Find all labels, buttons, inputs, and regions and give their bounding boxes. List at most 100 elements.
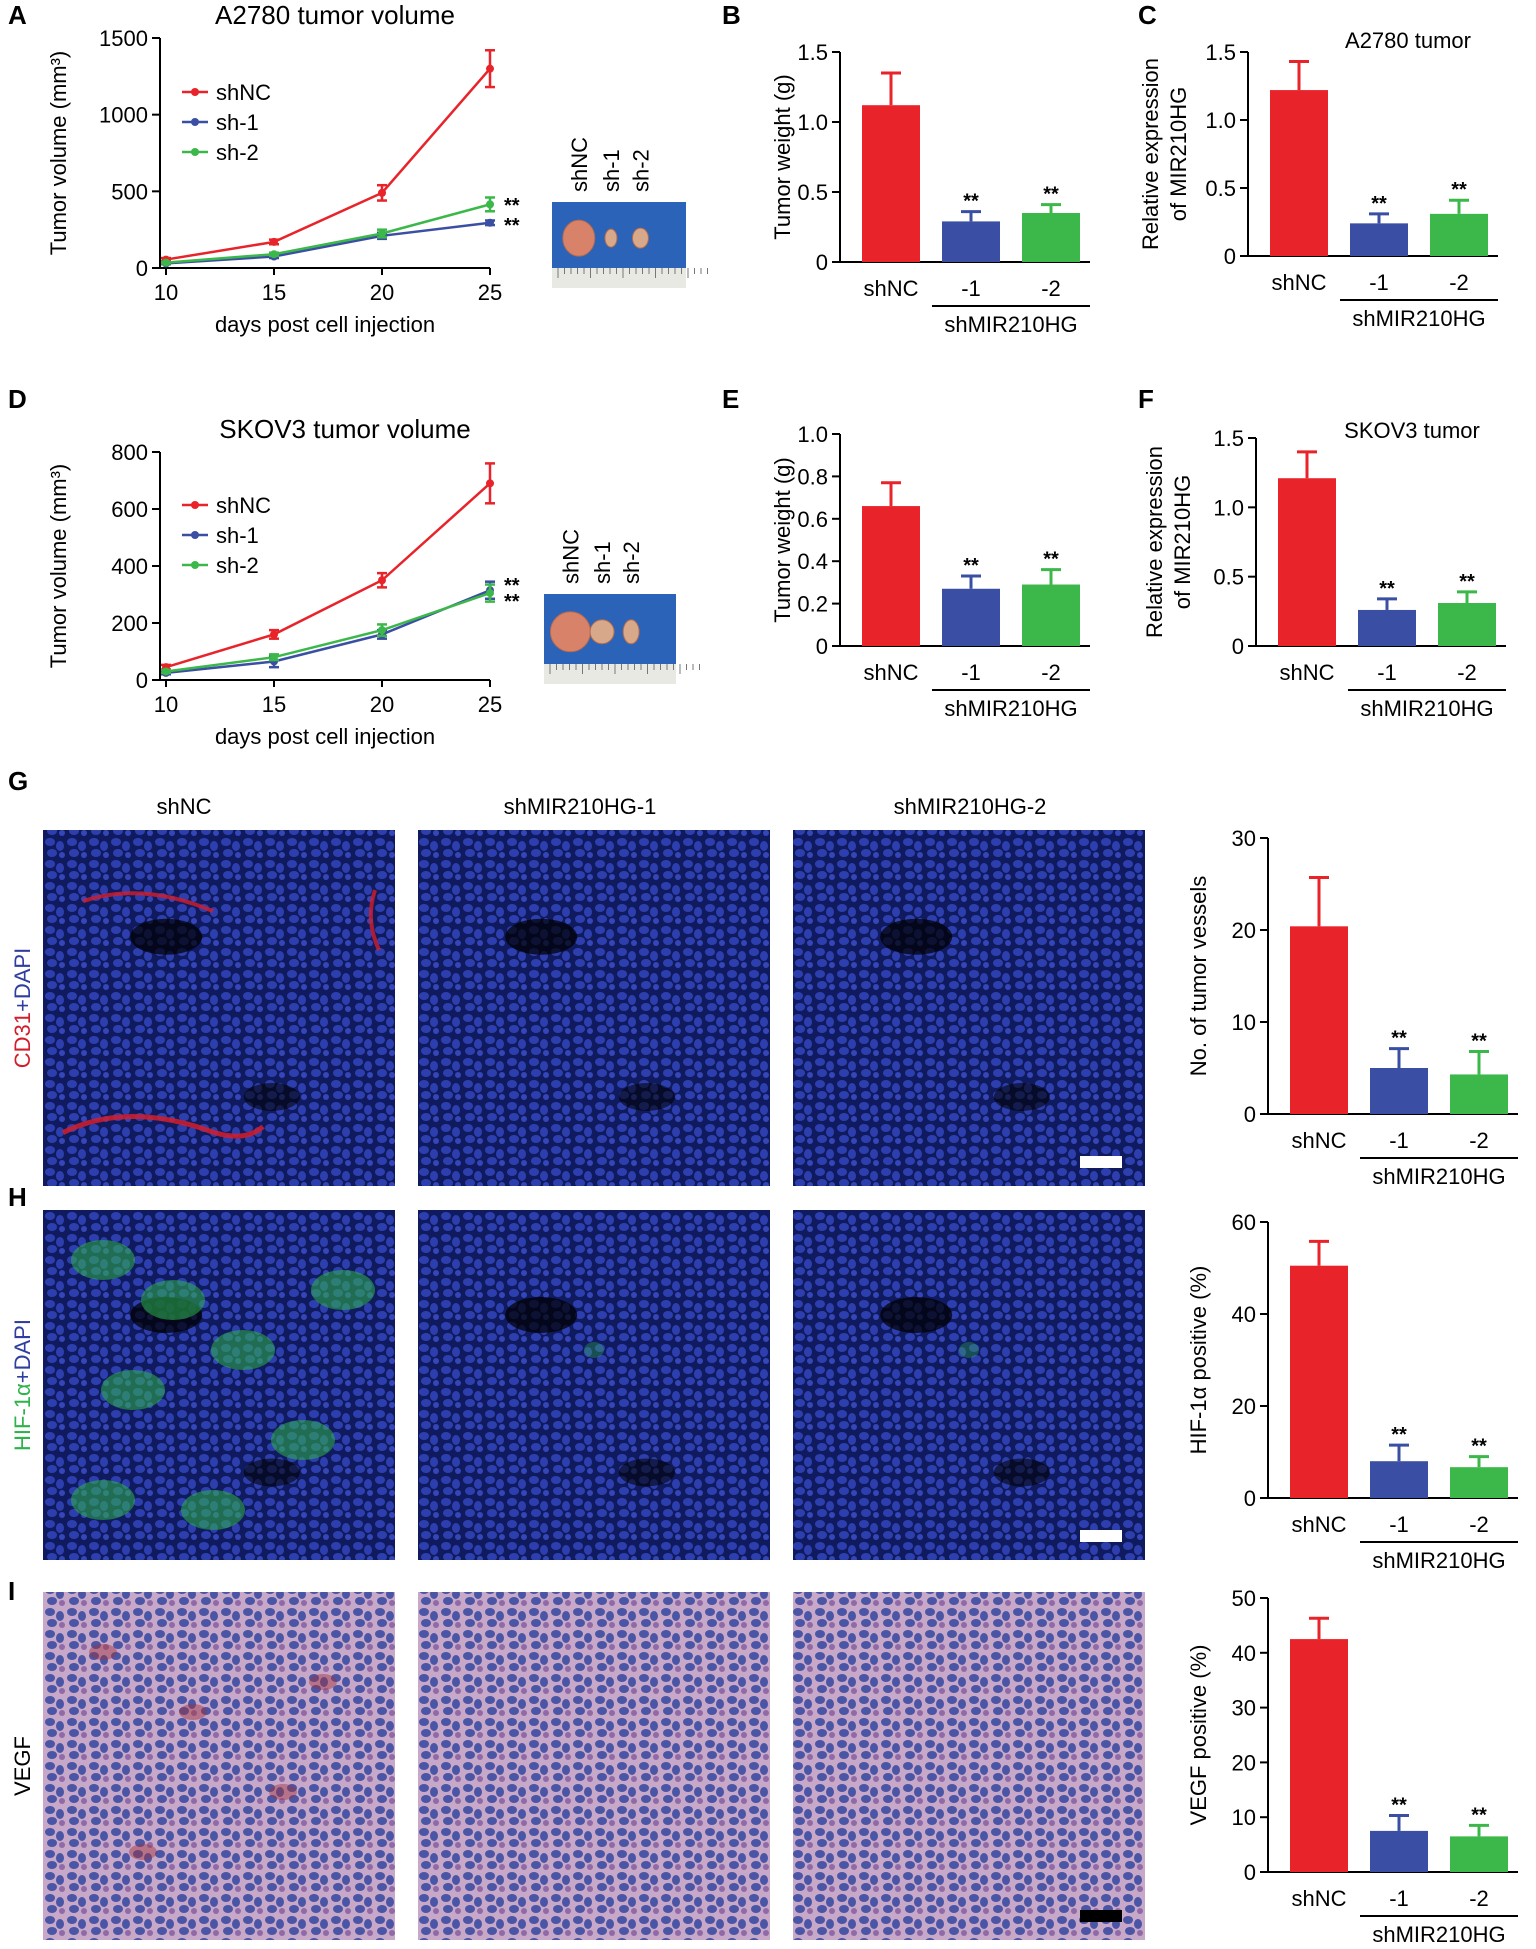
micrograph-texture <box>793 830 1145 1186</box>
y-tick-label: 0 <box>1244 1860 1256 1885</box>
hif-positive-cluster <box>311 1270 375 1310</box>
data-point-shNC <box>486 479 494 488</box>
tumor-label: shNC <box>567 137 592 192</box>
tumor-label: sh-2 <box>628 149 653 192</box>
micrograph-texture <box>793 1592 1145 1940</box>
row-label-part: +DAPI <box>10 948 35 1012</box>
ruler <box>552 268 686 288</box>
micrograph-G-1 <box>43 830 395 1186</box>
significance-marker: ** <box>1471 1436 1487 1458</box>
y-tick-label: 1.5 <box>797 40 828 65</box>
data-point-shNC <box>270 630 278 639</box>
bar-shNC <box>1278 478 1336 646</box>
micrograph-H-1 <box>43 1210 395 1560</box>
significance-marker: ** <box>504 591 520 613</box>
row-label-part: +DAPI <box>10 1319 35 1383</box>
y-tick-label: 60 <box>1232 1210 1256 1235</box>
y-tick-label: 0 <box>1224 244 1236 269</box>
dark-void <box>618 1458 675 1487</box>
panel-letter-B: B <box>722 0 741 30</box>
y-tick-label: 0.5 <box>1205 176 1236 201</box>
row-label-I: VEGF <box>10 1736 35 1796</box>
category-label: -1 <box>1377 660 1397 685</box>
y-tick-label: 0.4 <box>797 549 828 574</box>
hif-positive-cluster <box>211 1330 275 1370</box>
y-axis-label: of MIR210HG <box>1166 87 1191 222</box>
group-label: shMIR210HG <box>1372 1548 1505 1573</box>
significance-marker: ** <box>504 195 520 217</box>
cd31-vessel <box>61 1114 265 1139</box>
significance-marker: ** <box>1043 549 1059 571</box>
row-label-part: HIF-1α <box>10 1383 35 1451</box>
x-tick-label: 25 <box>478 280 502 305</box>
category-label: -2 <box>1449 270 1469 295</box>
line-chart-A: 0 500 1000 1500 10 15 20 25 days post cell injec… <box>46 0 520 337</box>
bar-chart-B: 0 0.5 1.0 1.5 shNC -1 ** -2 ** shMIR210HG Tumor we… <box>770 40 1090 337</box>
dark-void <box>993 1083 1050 1111</box>
category-label: shNC <box>1291 1886 1346 1911</box>
data-point-sh-2 <box>378 626 386 635</box>
chart-title: SKOV3 tumor volume <box>219 414 470 444</box>
y-tick-label: 200 <box>111 611 148 636</box>
dark-void <box>993 1458 1050 1487</box>
legend-marker <box>191 148 199 156</box>
micrograph-H-3 <box>793 1210 1145 1560</box>
significance-marker: ** <box>1391 1028 1407 1050</box>
y-tick-label: 40 <box>1232 1641 1256 1666</box>
y-tick-label: 0 <box>816 250 828 275</box>
tumor-label: sh-2 <box>619 541 644 584</box>
micrograph-G-2 <box>418 830 770 1186</box>
bar--2 <box>1450 1467 1508 1498</box>
row-label-part: VEGF <box>10 1736 35 1796</box>
data-point-sh-2 <box>162 667 170 676</box>
bar-chart-C: 0 0.5 1.0 1.5 shNC -1 ** -2 ** shMIR210HG Relative… <box>1138 28 1498 331</box>
panel-letter-G: G <box>8 766 28 796</box>
legend-label: sh-2 <box>216 140 259 165</box>
micrograph-texture <box>43 1592 395 1940</box>
data-point-sh-2 <box>486 589 494 598</box>
vegf-stain <box>309 1674 337 1690</box>
y-tick-label: 1.0 <box>797 422 828 447</box>
legend-label: sh-1 <box>216 523 259 548</box>
panel-letter-D: D <box>8 384 27 414</box>
y-tick-label: 1.5 <box>1213 426 1244 451</box>
category-label: -1 <box>961 276 981 301</box>
y-tick-label: 600 <box>111 497 148 522</box>
panel-letter-H: H <box>8 1182 27 1212</box>
category-label: -1 <box>1369 270 1389 295</box>
bar-chart-E: 0 0.2 0.4 0.6 0.8 1.0 shNC -1 ** -2 ** shMIR210HG Tu… <box>770 422 1090 721</box>
tumor-1 <box>604 228 618 248</box>
group-label: shMIR210HG <box>1360 696 1493 721</box>
chart-title: A2780 tumor volume <box>215 0 455 30</box>
dark-void <box>243 1458 300 1487</box>
panel-letter-E: E <box>722 384 739 414</box>
ruler <box>544 664 676 684</box>
tumor-label: shNC <box>558 529 583 584</box>
data-point-sh-1 <box>486 218 494 227</box>
dark-void <box>505 1297 578 1333</box>
legend-label: shNC <box>216 80 271 105</box>
hif-positive-cell <box>959 1342 979 1358</box>
x-tick-label: 15 <box>262 692 286 717</box>
data-point-shNC <box>486 64 494 73</box>
hif-positive-cluster <box>71 1240 135 1280</box>
y-tick-label: 1.0 <box>1213 495 1244 520</box>
column-title: shMIR210HG-1 <box>504 794 657 819</box>
x-tick-label: 20 <box>370 280 394 305</box>
bar--2 <box>1022 584 1080 646</box>
panel-letter-C: C <box>1138 0 1157 30</box>
vegf-stain <box>269 1784 297 1800</box>
row-label-G: CD31+DAPI <box>10 948 35 1068</box>
category-label: shNC <box>863 276 918 301</box>
y-axis-label: VEGF positive (%) <box>1186 1645 1211 1826</box>
significance-marker: ** <box>1459 571 1475 593</box>
scale-bar-I <box>1080 1910 1122 1922</box>
group-label: shMIR210HG <box>944 696 1077 721</box>
y-tick-label: 1.0 <box>1205 108 1236 133</box>
bar--1 <box>1370 1461 1428 1498</box>
hif-positive-cluster <box>71 1480 135 1520</box>
y-axis-label: No. of tumor vessels <box>1186 876 1211 1077</box>
scale-bar-G <box>1080 1156 1122 1168</box>
bar--1 <box>1358 609 1416 646</box>
